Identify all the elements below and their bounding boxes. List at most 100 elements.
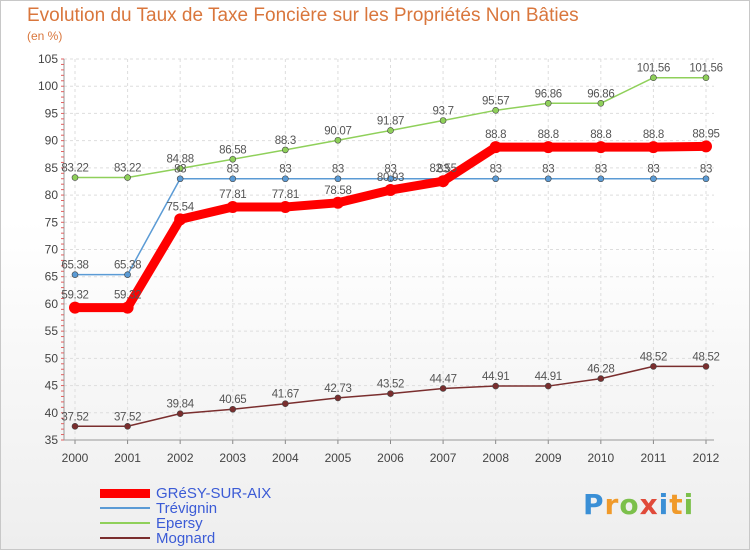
point-gr-sy-sur-aix-2005 [331,196,344,209]
data-label-gr-sy-sur-aix-2011: 88.8 [643,129,664,141]
data-label-epersy-2001: 83.22 [114,163,141,175]
grid-lines [64,58,714,441]
x-tick-2002: 2002 [167,451,194,465]
legend-swatch-mognard [100,537,150,539]
legend-label-epersy: Epersy [156,515,203,532]
y-tick-35: 35 [45,433,59,447]
logo-letter: t [669,488,684,521]
point-epersy-2005 [334,136,342,144]
point-tr-vignin-2004 [282,175,289,183]
logo-letter: i [658,488,670,521]
y-tick-95: 95 [45,106,59,120]
legend-swatch-gr-sy-sur-aix [100,488,150,498]
data-label-tr-vignin-2007: 83 [437,164,449,176]
x-tick-2004: 2004 [272,451,299,465]
point-epersy-2001 [124,174,131,181]
data-labels: 37.52 37.52 39.84 40.65 41.67 42.73 43.52 44.47… [61,63,723,424]
logo-letter: r [604,488,620,521]
point-gr-sy-sur-aix-2000 [69,301,81,314]
point-tr-vignin-2009 [544,175,552,183]
point-mognard-2001 [124,422,131,430]
point-epersy-2002 [176,165,184,172]
data-label-epersy-2000: 83.22 [61,163,88,175]
data-label-epersy-2002: 84.88 [167,154,194,166]
legend-item-gr-sy-sur-aix: GRéSY-SUR-AIX [100,485,360,502]
x-tick-2008: 2008 [482,451,509,465]
data-label-gr-sy-sur-aix-2007: 82.55 [429,163,456,175]
point-gr-sy-sur-aix-2006 [384,184,397,197]
legend-item-mognard: Mognard [100,530,360,547]
y-tick-50: 50 [45,351,59,365]
data-label-gr-sy-sur-aix-2006: 80.93 [377,172,404,184]
point-epersy-2007 [439,117,447,124]
data-label-mognard-2003: 40.65 [219,394,246,406]
data-label-mognard-2010: 46.28 [587,364,614,376]
point-mognard-2003 [229,405,237,413]
legend-label-gr-sy-sur-aix: GRéSY-SUR-AIX [156,485,272,502]
point-mognard-2005 [334,394,342,402]
data-label-epersy-2003: 86.58 [219,144,246,156]
y-tick-60: 60 [45,297,59,311]
point-gr-sy-sur-aix-2003 [226,200,239,213]
x-tick-2000: 2000 [62,451,89,465]
legend-item-tr-vignin: Trévignin [100,500,360,517]
point-tr-vignin-2003 [229,175,237,183]
series-lines [69,74,712,430]
point-tr-vignin-2010 [597,175,605,183]
x-tick-2011: 2011 [641,451,667,465]
point-gr-sy-sur-aix-2010 [594,141,607,154]
data-label-mognard-2006: 43.52 [377,379,404,391]
point-tr-vignin-2011 [650,175,657,183]
y-tick-105: 105 [38,52,58,66]
point-tr-vignin-2005 [334,175,342,183]
data-label-gr-sy-sur-aix-2012: 88.95 [692,128,719,140]
point-mognard-2007 [439,385,447,392]
chart-legend: GRéSY-SUR-AIX Trévignin Epersy Mognard [100,485,360,547]
axes [61,58,714,444]
point-tr-vignin-2001 [124,271,131,278]
x-tick-2012: 2012 [693,451,720,465]
data-label-epersy-2010: 96.86 [587,88,614,100]
point-gr-sy-sur-aix-2012 [700,140,712,153]
point-gr-sy-sur-aix-2009 [542,141,555,154]
data-label-epersy-2009: 96.86 [535,88,562,100]
data-label-mognard-2001: 37.52 [114,411,141,423]
data-label-epersy-2008: 95.57 [482,95,509,107]
logo-letter: i [683,488,695,521]
data-label-gr-sy-sur-aix-2002: 75.54 [167,201,195,213]
x-tick-2006: 2006 [377,451,404,465]
data-label-mognard-2000: 37.52 [61,411,88,423]
data-label-tr-vignin-2008: 83 [490,164,502,176]
y-tick-45: 45 [45,379,59,393]
point-epersy-2000 [71,174,79,181]
x-tick-2003: 2003 [219,451,246,465]
data-label-tr-vignin-2001: 65.38 [114,260,141,272]
y-tick-55: 55 [45,324,59,338]
point-epersy-2006 [387,127,394,134]
point-mognard-2011 [650,363,657,370]
point-tr-vignin-2008 [492,175,499,183]
data-label-gr-sy-sur-aix-2010: 88.8 [590,129,611,141]
legend-label-tr-vignin: Trévignin [156,500,218,517]
point-epersy-2010 [597,100,605,107]
y-tick-70: 70 [45,243,59,257]
point-epersy-2011 [650,74,657,82]
data-label-gr-sy-sur-aix-2001: 59.32 [114,290,141,302]
data-label-tr-vignin-2010: 83 [595,164,607,176]
y-unit-label: (en %) [27,29,63,43]
data-label-mognard-2005: 42.73 [324,383,351,395]
x-tick-2001: 2001 [114,451,141,465]
data-label-mognard-2012: 48.52 [692,351,719,363]
point-epersy-2008 [492,107,499,114]
x-tick-2007: 2007 [430,451,457,465]
point-mognard-2006 [387,390,394,397]
x-tick-2009: 2009 [535,451,562,465]
y-tick-65: 65 [45,270,59,284]
point-mognard-2010 [597,375,605,382]
data-label-epersy-2005: 90.07 [324,125,351,137]
point-gr-sy-sur-aix-2001 [121,301,134,314]
x-tick-2005: 2005 [325,451,352,465]
logo-letter: x [639,488,659,521]
x-tick-labels: 2000 2001 2002 2003 2004 2005 2006 2007 2008 2009… [62,451,720,465]
y-tick-85: 85 [45,161,59,175]
